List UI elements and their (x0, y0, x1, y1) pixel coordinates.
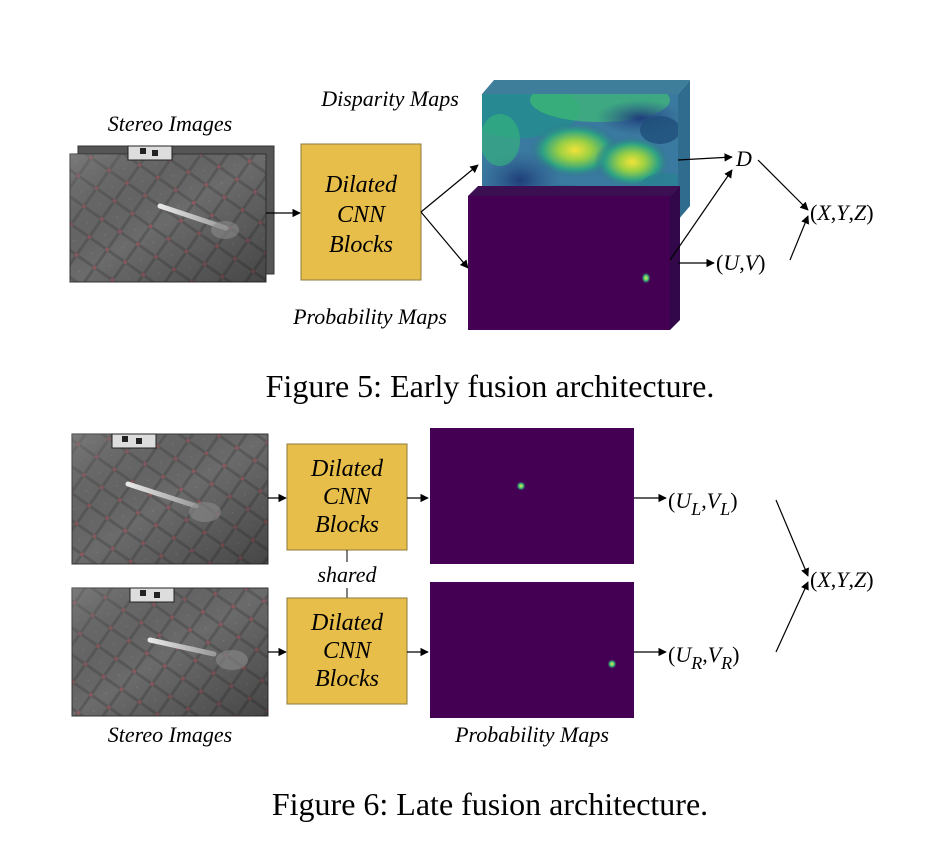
arrow-probability-to-d (669, 169, 733, 261)
arrow-disparity-to-d (677, 153, 733, 162)
output-uv: (U,V) (716, 250, 766, 275)
output-ul-vl: (UL,VL) (668, 488, 738, 519)
stereo-images-label-late: Stereo Images (108, 722, 232, 747)
output-d: D (735, 146, 752, 171)
stereo-image-right (71, 587, 269, 717)
cnn-bottom-line-1: Dilated (310, 610, 384, 636)
probability-maps-label-early: Probability Maps (292, 304, 447, 329)
output-xyz-early: (X,Y,Z) (810, 200, 874, 225)
stereo-image-stack (69, 145, 275, 283)
output-ur-vr: (UR,VR) (668, 642, 740, 673)
cnn-block-line-3: Blocks (329, 232, 393, 258)
arrow-uv-to-xyz (789, 215, 810, 261)
stereo-image-left (71, 433, 269, 565)
dilated-cnn-block-top (286, 443, 408, 551)
figure-5-caption: Figure 5: Early fusion architecture. (266, 368, 715, 404)
cnn-top-line-2: CNN (323, 484, 373, 510)
arrow-cnn-to-disparity (420, 164, 479, 213)
probability-map-left (430, 428, 634, 564)
dilated-cnn-block (300, 143, 422, 281)
probability-map-right (430, 582, 634, 718)
shared-label: shared (317, 562, 377, 587)
dilated-cnn-block-bottom (286, 597, 408, 705)
stereo-images-label: Stereo Images (108, 111, 232, 136)
cnn-bottom-line-2: CNN (323, 638, 373, 664)
disparity-maps-label: Disparity Maps (320, 86, 459, 111)
arrow-right-to-xyz (775, 581, 809, 653)
output-xyz-late: (X,Y,Z) (810, 567, 874, 592)
figure-6-caption: Figure 6: Late fusion architecture. (272, 786, 708, 822)
arrow-d-to-xyz (757, 159, 809, 211)
cnn-bottom-line-3: Blocks (315, 666, 379, 692)
arrow-left-to-xyz (775, 499, 809, 577)
cnn-block-line-1: Dilated (324, 172, 398, 198)
cnn-block-line-2: CNN (337, 202, 387, 228)
cnn-top-line-3: Blocks (315, 512, 379, 538)
cnn-top-line-1: Dilated (310, 456, 384, 482)
probability-maps-label-late: Probability Maps (454, 722, 609, 747)
arrow-cnn-to-probability (420, 211, 469, 269)
probability-map-stack-early (468, 186, 680, 330)
